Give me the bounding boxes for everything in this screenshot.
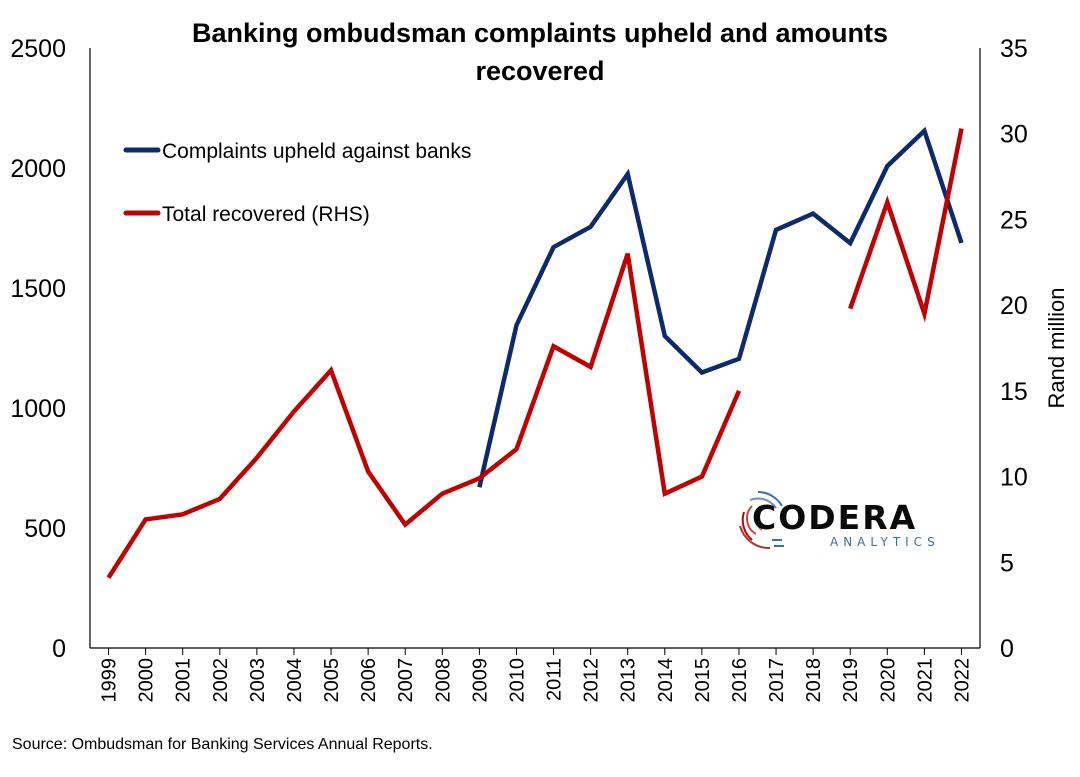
left-tick-label: 1000 [10,395,66,423]
x-tick-label: 2014 [655,658,677,703]
series-line-1-segment-1 [848,128,964,323]
x-tick-label: 2001 [173,658,195,703]
right-tick-label: 5 [1000,549,1014,577]
x-tick-label: 2008 [432,658,454,703]
x-tick-label: 2009 [469,658,491,703]
right-tick-label: 20 [1000,292,1028,320]
left-tick-label: 2000 [10,155,66,183]
left-tick-label: 2500 [10,35,66,63]
x-tick-label: 2002 [210,658,232,703]
x-tick-label: 2000 [136,658,158,703]
axes [89,48,981,649]
x-axis-ticks: 1999 2000 2001 2002 2003 2004 2005 2006 2007 2008… [99,648,973,703]
x-tick-label: 2013 [618,658,640,703]
codera-logo: CODERA ANALYTICS [739,491,940,550]
right-tick-label: 10 [1000,464,1028,492]
right-axis-title: Rand million [1044,287,1069,408]
right-tick-label: 25 [1000,206,1028,234]
left-axis-ticks: 0 500 1000 1500 2000 2500 [10,35,66,663]
x-tick-label: 2021 [914,658,936,703]
x-tick-label: 2015 [692,658,714,703]
right-tick-label: 35 [1000,35,1028,63]
right-tick-label: 30 [1000,121,1028,149]
x-tick-label: 2018 [803,658,825,703]
series-line-1-segment-0 [106,252,742,579]
x-tick-label: 2012 [581,658,603,703]
x-tick-label: 2010 [506,658,528,703]
source-note: Source: Ombudsman for Banking Services A… [12,736,433,753]
x-tick-label: 2007 [395,658,417,703]
series-line-0-segment-0 [477,126,964,488]
right-axis-ticks: 0 5 10 15 20 25 30 35 [1000,35,1028,663]
x-tick-label: 2006 [358,658,380,703]
left-tick-label: 500 [24,515,66,543]
x-tick-label: 2005 [321,658,343,703]
logo-subtitle: ANALYTICS [830,535,940,549]
left-tick-label: 1500 [10,275,66,303]
legend-label-complaints: Complaints upheld against banks [162,140,471,163]
chart-title-line2: recovered [475,56,604,86]
x-tick-label: 2017 [766,658,788,703]
x-tick-label: 2003 [247,658,269,703]
x-tick-label: 2022 [951,658,973,703]
fingerprint-icon [739,491,784,550]
legend-label-recovered: Total recovered (RHS) [162,203,370,226]
x-tick-label: 2004 [284,658,306,703]
right-tick-label: 0 [1000,635,1014,663]
left-tick-label: 0 [52,635,66,663]
right-tick-label: 15 [1000,378,1028,406]
x-tick-label: 2019 [840,658,862,703]
x-tick-label: 2016 [729,658,751,703]
x-tick-label: 2011 [544,658,566,701]
x-tick-label: 2020 [877,658,899,703]
legend: Complaints upheld against banks Total re… [123,140,471,226]
series-layer [106,126,964,579]
chart-title-line1: Banking ombudsman complaints upheld and … [192,18,888,48]
x-tick-label: 1999 [99,658,121,703]
logo-wordmark: CODERA [752,498,917,537]
